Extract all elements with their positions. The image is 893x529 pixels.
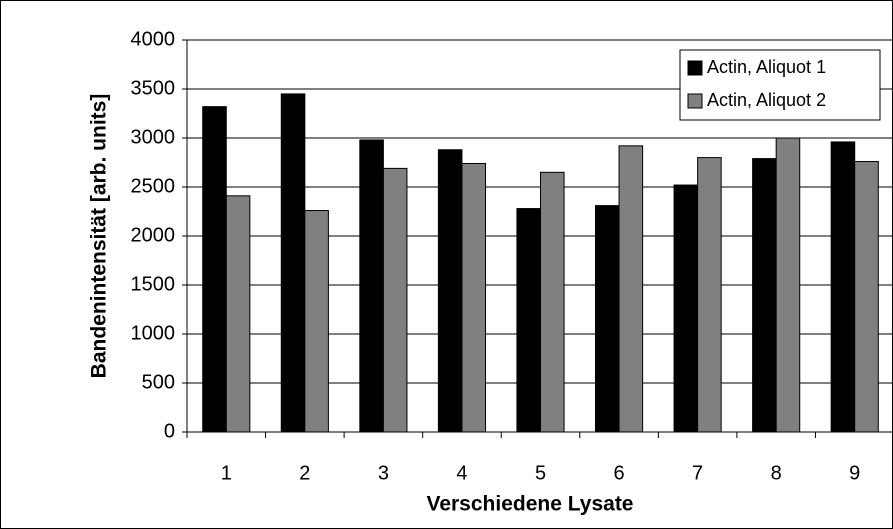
y-tick-label: 3000 [131,126,176,148]
x-tick-label: 2 [299,462,310,484]
bar [304,210,329,433]
bar [775,137,801,433]
bar [437,149,463,433]
bar [359,139,384,433]
x-tick-label: 1 [221,462,232,484]
x-tick-label: 5 [535,462,546,484]
y-tick-label: 4000 [131,28,176,50]
legend-swatch [687,60,703,76]
x-tick-label: 3 [378,462,389,484]
bar [618,145,644,433]
bar [594,205,620,433]
y-tick-label: 2500 [131,175,176,197]
bar [830,141,856,433]
bar [280,93,306,433]
x-tick-label: 6 [613,462,624,484]
bar [516,208,542,433]
y-tick-label: 2000 [131,224,176,246]
y-tick-label: 500 [142,371,175,393]
legend-swatch [687,93,703,109]
legend-label: Actin, Aliquot 2 [707,90,826,110]
bar [752,158,777,433]
x-tick-label: 7 [692,462,703,484]
x-tick-label: 9 [849,462,860,484]
bar [461,162,487,433]
legend-label: Actin, Aliquot 1 [707,57,826,77]
y-tick-label: 3500 [131,77,176,99]
bar [540,171,565,433]
bar [673,184,699,433]
y-tick-label: 0 [164,420,175,442]
legend-box [679,49,881,121]
bar [225,195,251,433]
bar [697,157,722,433]
x-tick-label: 4 [456,462,467,484]
bar [854,161,879,433]
x-tick-label: 8 [771,462,782,484]
x-axis-title: Verschiedene Lysate [426,493,633,516]
y-tick-label: 1000 [131,322,176,344]
y-tick-label: 1500 [131,273,176,295]
bar [382,167,408,433]
y-axis-title: Bandenintensität [arb. units] [88,94,111,379]
bar [202,106,227,433]
